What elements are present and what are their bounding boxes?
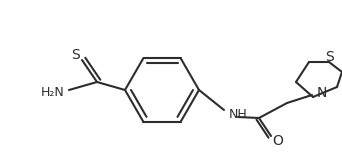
Text: O: O — [273, 134, 284, 148]
Text: S: S — [71, 48, 79, 62]
Text: N: N — [317, 86, 327, 100]
Text: H₂N: H₂N — [41, 86, 65, 98]
Text: S: S — [325, 50, 333, 64]
Text: NH: NH — [229, 109, 248, 121]
